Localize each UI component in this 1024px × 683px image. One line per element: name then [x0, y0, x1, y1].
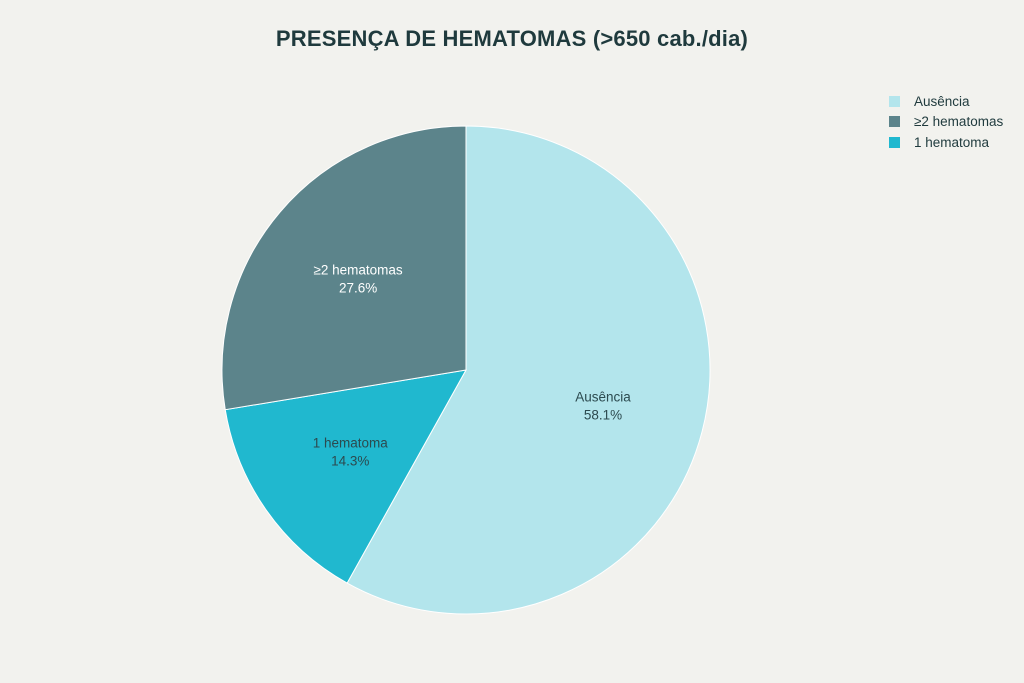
legend-item[interactable]: 1 hematoma	[889, 132, 1003, 153]
pie-slice[interactable]	[221, 125, 467, 411]
legend-item[interactable]: ≥2 hematomas	[889, 112, 1003, 133]
legend-label: Ausência	[914, 93, 970, 109]
legend-swatch	[889, 95, 900, 107]
legend-label: 1 hematoma	[914, 134, 990, 150]
legend: Ausência ≥2 hematomas 1 hematoma	[889, 91, 1003, 153]
pie-slice[interactable]	[224, 369, 467, 584]
slice-label: Ausência	[575, 390, 631, 405]
pie-slice[interactable]	[346, 125, 711, 615]
slice-label: ≥2 hematomas	[313, 262, 402, 277]
slice-percent: 14.3%	[331, 453, 369, 468]
legend-swatch	[889, 136, 900, 148]
slice-label: 1 hematoma	[313, 435, 389, 450]
legend-item[interactable]: Ausência	[889, 91, 1003, 112]
legend-label: ≥2 hematomas	[914, 114, 1004, 130]
legend-swatch	[889, 116, 900, 128]
slice-percent: 27.6%	[339, 280, 377, 295]
slice-percent: 58.1%	[584, 408, 622, 423]
chart-title: PRESENÇA DE HEMATOMAS (>650 cab./dia)	[275, 26, 749, 51]
